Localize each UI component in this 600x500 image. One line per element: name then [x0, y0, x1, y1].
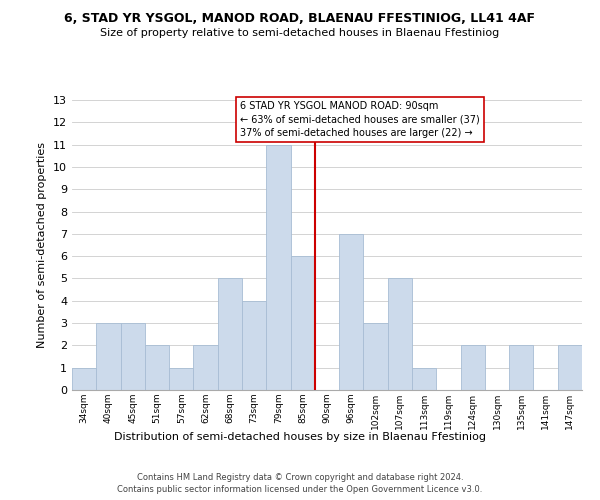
Bar	[218, 278, 242, 390]
Text: Distribution of semi-detached houses by size in Blaenau Ffestiniog: Distribution of semi-detached houses by …	[114, 432, 486, 442]
Bar	[509, 346, 533, 390]
Bar	[96, 323, 121, 390]
Text: Size of property relative to semi-detached houses in Blaenau Ffestiniog: Size of property relative to semi-detach…	[100, 28, 500, 38]
Bar	[193, 346, 218, 390]
Bar	[169, 368, 193, 390]
Bar	[72, 368, 96, 390]
Text: 6 STAD YR YSGOL MANOD ROAD: 90sqm
← 63% of semi-detached houses are smaller (37): 6 STAD YR YSGOL MANOD ROAD: 90sqm ← 63% …	[240, 102, 480, 138]
Bar	[266, 144, 290, 390]
Bar	[558, 346, 582, 390]
Bar	[388, 278, 412, 390]
Bar	[412, 368, 436, 390]
Y-axis label: Number of semi-detached properties: Number of semi-detached properties	[37, 142, 47, 348]
Bar	[364, 323, 388, 390]
Text: Contains public sector information licensed under the Open Government Licence v3: Contains public sector information licen…	[118, 485, 482, 494]
Text: Contains HM Land Registry data © Crown copyright and database right 2024.: Contains HM Land Registry data © Crown c…	[137, 472, 463, 482]
Bar	[242, 301, 266, 390]
Bar	[339, 234, 364, 390]
Text: 6, STAD YR YSGOL, MANOD ROAD, BLAENAU FFESTINIOG, LL41 4AF: 6, STAD YR YSGOL, MANOD ROAD, BLAENAU FF…	[65, 12, 536, 26]
Bar	[145, 346, 169, 390]
Bar	[121, 323, 145, 390]
Bar	[290, 256, 315, 390]
Bar	[461, 346, 485, 390]
